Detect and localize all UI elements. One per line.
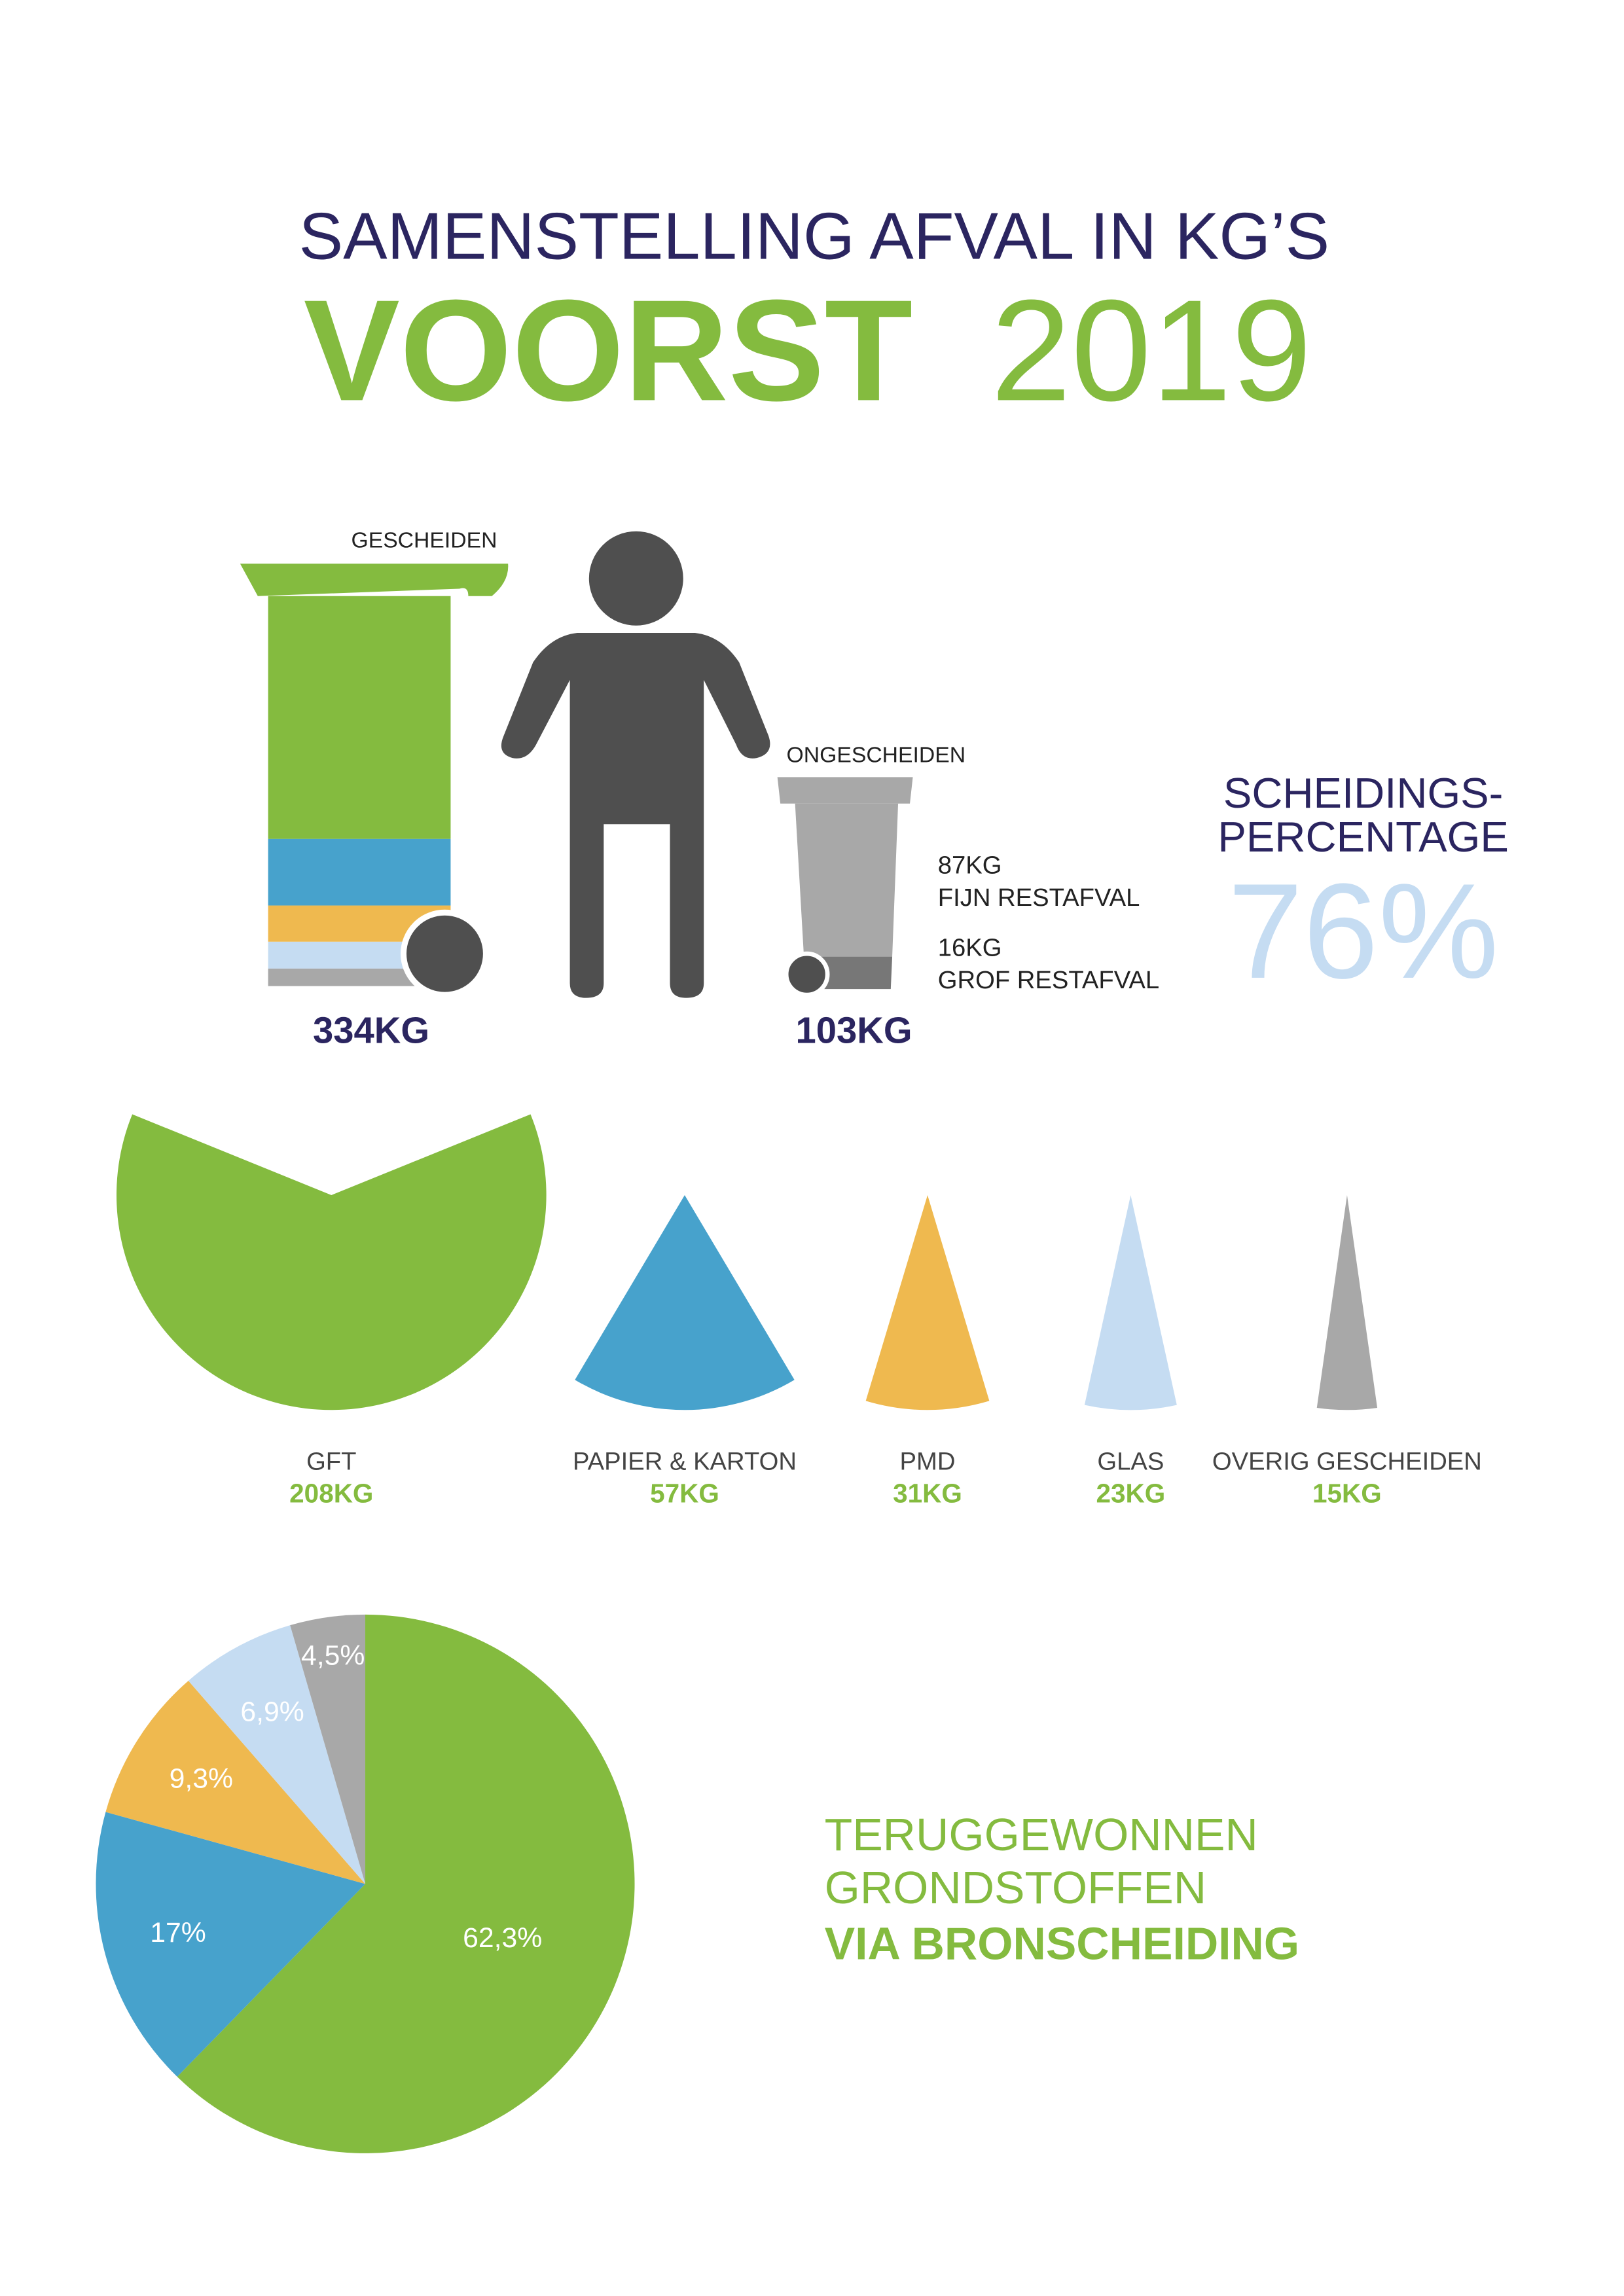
sector <box>865 1194 990 1410</box>
sector <box>116 1114 547 1410</box>
value-label: 23KG <box>1096 1478 1165 1508</box>
category-label: GLAS <box>1097 1447 1164 1475</box>
fine-amount: 87KG <box>938 852 1002 880</box>
pie-slice <box>177 1614 635 2153</box>
person-icon <box>501 531 770 998</box>
fine-label: FIJN RESTAFVAL <box>938 884 1140 912</box>
separation-label: PERCENTAGE <box>1218 813 1508 861</box>
pie-title: GRONDSTOFFEN <box>825 1862 1206 1913</box>
pie-value-label: 6,9% <box>240 1696 304 1728</box>
sorted-total: 334KG <box>313 1009 429 1050</box>
place: VOORST <box>304 270 913 431</box>
pie-value-label: 4,5% <box>301 1640 365 1671</box>
sector <box>1316 1194 1378 1410</box>
pie-slice <box>96 1812 366 2077</box>
category-label: OVERIG GESCHEIDEN <box>1212 1447 1482 1475</box>
category-label: PMD <box>900 1447 956 1475</box>
pie-value-label: 9,3% <box>170 1763 233 1795</box>
value-label: 15KG <box>1312 1478 1382 1508</box>
coarse-label: GROF RESTAFVAL <box>938 966 1159 994</box>
pie-slice <box>290 1614 366 1884</box>
year: 2019 <box>991 270 1312 431</box>
sorted-label: GESCHEIDEN <box>351 528 497 552</box>
pie-value-label: 17% <box>150 1917 206 1948</box>
pie-title: TERUGGEWONNEN <box>825 1809 1258 1860</box>
coarse-amount: 16KG <box>938 934 1002 962</box>
unsorted-bin <box>777 777 913 997</box>
category-label: GFT <box>306 1447 356 1475</box>
pie-title: VIA BRONSCHEIDING <box>825 1918 1299 1969</box>
bin-layer <box>268 838 451 906</box>
value-label: 31KG <box>893 1478 962 1508</box>
bin-lid <box>240 564 509 596</box>
sector <box>575 1194 795 1410</box>
unsorted-total: 103KG <box>796 1009 912 1050</box>
unsorted-label: ONGESCHEIDEN <box>787 743 966 768</box>
sector <box>1084 1194 1177 1410</box>
pie-slice <box>188 1625 366 1884</box>
value-label: 208KG <box>289 1478 373 1508</box>
value-label: 57KG <box>650 1478 719 1508</box>
separation-value: 76% <box>1228 855 1499 1007</box>
pie-value-label: 62,3% <box>463 1922 542 1954</box>
bin-layer <box>268 596 451 839</box>
separation-label: SCHEIDINGS- <box>1223 769 1503 817</box>
bin-wheel <box>400 909 489 998</box>
category-label: PAPIER & KARTON <box>573 1447 797 1475</box>
pie-slice <box>105 1680 366 1884</box>
title: SAMENSTELLING AFVAL IN KG’S <box>299 200 1329 274</box>
